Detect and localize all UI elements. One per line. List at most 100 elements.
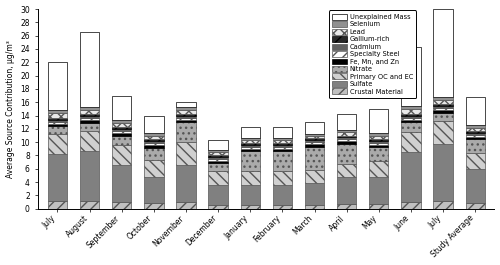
Bar (112, 131, 132, 133)
Bar (48, 122, 67, 123)
Bar (369, 139, 388, 141)
Bar (176, 165, 196, 202)
Bar (176, 116, 196, 118)
Bar (466, 131, 485, 133)
Bar (369, 204, 388, 209)
Bar (337, 135, 356, 138)
Bar (369, 135, 388, 139)
Bar (337, 130, 356, 132)
Bar (434, 110, 452, 113)
Bar (402, 106, 420, 109)
Bar (144, 142, 164, 143)
Bar (48, 118, 67, 120)
Bar (337, 144, 356, 164)
Bar (112, 129, 132, 131)
Bar (80, 131, 99, 151)
Bar (305, 183, 324, 205)
Bar (434, 9, 452, 97)
Bar (112, 135, 132, 145)
Bar (48, 134, 67, 154)
Bar (48, 120, 67, 122)
Bar (144, 203, 164, 209)
Bar (305, 122, 324, 134)
Bar (240, 127, 260, 138)
Bar (48, 123, 67, 126)
Bar (272, 171, 292, 185)
Bar (305, 138, 324, 140)
Bar (466, 135, 485, 137)
Bar (434, 106, 452, 108)
Bar (402, 152, 420, 202)
Bar (272, 140, 292, 143)
Bar (240, 185, 260, 205)
Bar (112, 165, 132, 202)
Bar (48, 62, 67, 110)
Bar (144, 143, 164, 145)
Bar (434, 97, 452, 100)
Bar (434, 113, 452, 121)
Bar (369, 145, 388, 148)
Bar (176, 122, 196, 142)
Bar (369, 109, 388, 133)
Bar (48, 126, 67, 134)
Bar (80, 107, 99, 109)
Y-axis label: Average Source Contribution, μg/m³: Average Source Contribution, μg/m³ (6, 40, 15, 178)
Bar (240, 140, 260, 143)
Bar (466, 139, 485, 153)
Bar (272, 127, 292, 138)
Bar (337, 113, 356, 130)
Bar (305, 170, 324, 183)
Bar (48, 113, 67, 118)
Bar (144, 145, 164, 148)
Bar (434, 100, 452, 104)
Bar (402, 113, 420, 116)
Bar (80, 201, 99, 209)
Bar (369, 161, 388, 178)
Bar (208, 171, 228, 185)
Bar (48, 110, 67, 113)
Bar (112, 96, 132, 120)
Legend: Unexplained Mass, Selenium, Lead, Gallium-rich, Cadmium, Specialty Steel, Fe, Mn: Unexplained Mass, Selenium, Lead, Galliu… (329, 10, 416, 98)
Bar (112, 202, 132, 209)
Bar (80, 120, 99, 123)
Bar (369, 143, 388, 145)
Bar (337, 178, 356, 204)
Bar (176, 118, 196, 120)
Bar (208, 185, 228, 205)
Bar (240, 147, 260, 149)
Bar (144, 135, 164, 139)
Bar (337, 139, 356, 142)
Bar (434, 121, 452, 144)
Bar (112, 120, 132, 123)
Bar (305, 144, 324, 147)
Bar (305, 140, 324, 142)
Bar (434, 108, 452, 110)
Bar (208, 140, 228, 150)
Bar (466, 97, 485, 125)
Bar (337, 138, 356, 139)
Bar (305, 142, 324, 144)
Bar (112, 133, 132, 135)
Bar (466, 169, 485, 203)
Bar (208, 150, 228, 152)
Bar (144, 133, 164, 135)
Bar (208, 155, 228, 157)
Bar (402, 116, 420, 118)
Bar (466, 153, 485, 169)
Bar (208, 161, 228, 164)
Bar (240, 205, 260, 209)
Bar (80, 32, 99, 107)
Bar (305, 205, 324, 209)
Bar (402, 132, 420, 152)
Bar (272, 149, 292, 152)
Bar (337, 204, 356, 209)
Bar (369, 178, 388, 204)
Bar (48, 201, 67, 209)
Bar (272, 152, 292, 171)
Bar (112, 127, 132, 129)
Bar (337, 164, 356, 178)
Bar (402, 118, 420, 120)
Bar (176, 107, 196, 109)
Bar (305, 134, 324, 135)
Bar (466, 137, 485, 139)
